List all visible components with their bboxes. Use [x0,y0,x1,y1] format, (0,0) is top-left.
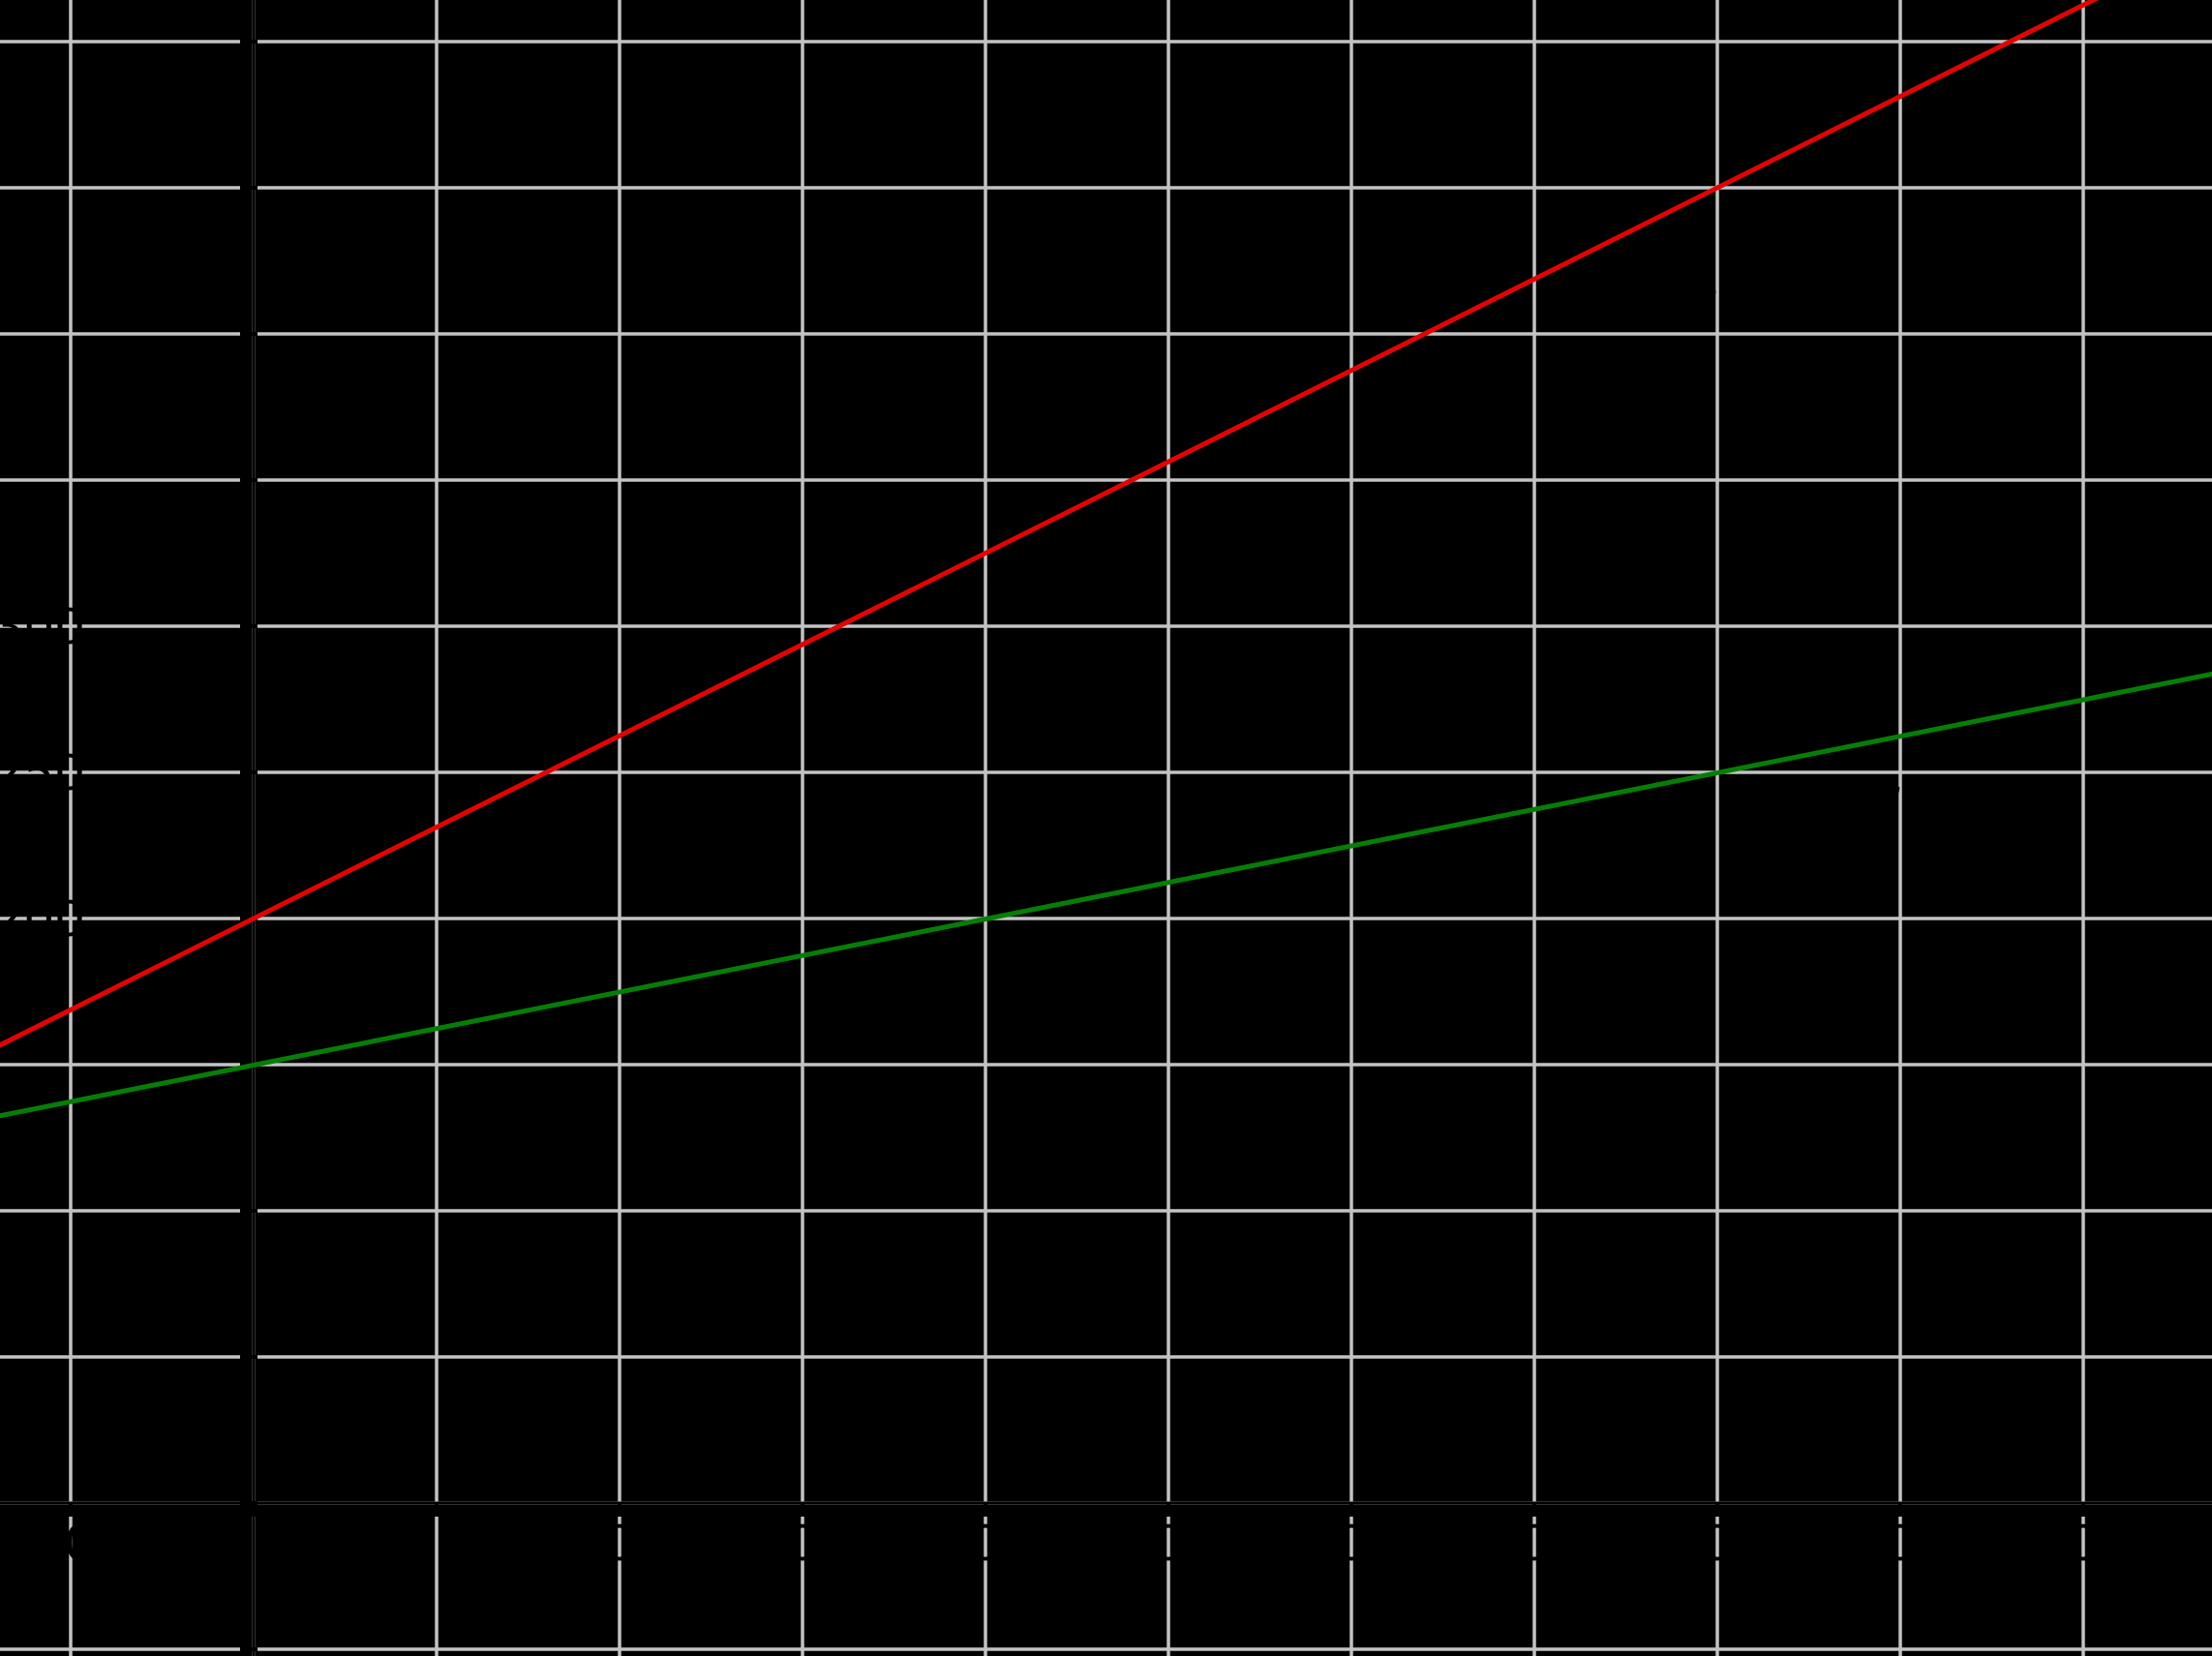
x-axis-tick-label: 800 [1854,1516,1946,1572]
y-axis-tick-label: 250 [0,745,85,801]
x-axis-tick-label: 300 [939,1516,1031,1572]
y-axis-tick-label: 300 [0,599,85,655]
x-axis-tick-label: -200 [15,1516,125,1572]
x-axis-tick-label: 500 [1305,1516,1397,1572]
series-line-f [0,0,2100,1048]
x-axis-tick-label: 600 [1488,1516,1580,1572]
x-axis-tick-label: 200 [756,1516,848,1572]
series-line-g [0,671,2212,1119]
y-axis-tick-label: 200 [0,891,85,948]
line-label-g: g [1869,769,1901,828]
x-axis-tick-label: 100 [573,1516,665,1572]
x-axis-tick-label: 700 [1671,1516,1763,1572]
x-axis-tick-label: 400 [1122,1516,1214,1572]
x-axis-tick-label: 900 [2037,1516,2129,1572]
